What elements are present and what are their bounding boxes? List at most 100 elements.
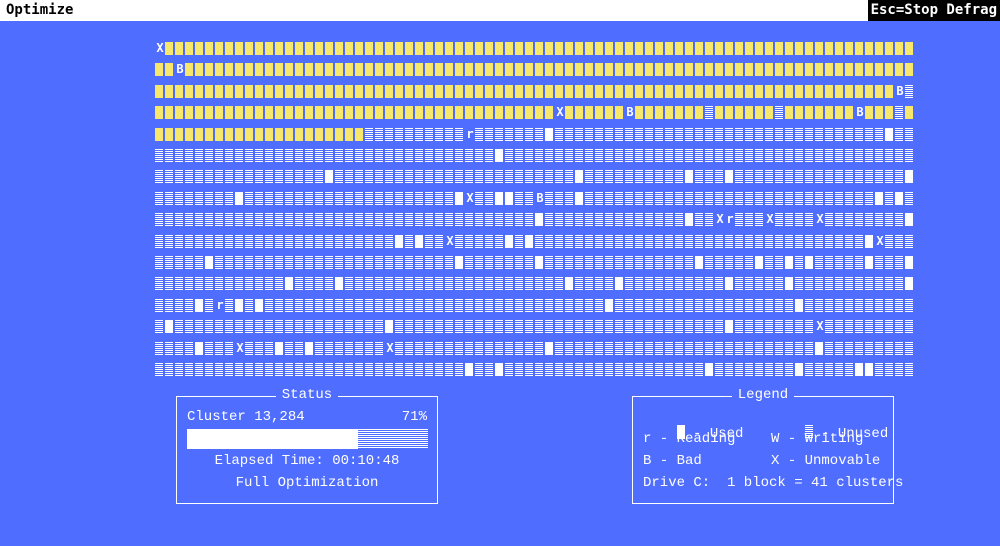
- cluster-marker: X: [555, 104, 565, 120]
- cluster-block-unused: [845, 363, 853, 376]
- cluster-block-optimized: [165, 128, 173, 141]
- cluster-block-unused: [805, 128, 813, 141]
- cluster-block-unused: [645, 128, 653, 141]
- cluster-block-unused: [655, 149, 663, 162]
- cluster-block-optimized: [215, 85, 223, 98]
- cluster-block-unused: [405, 277, 413, 290]
- cluster-block-unused: [845, 277, 853, 290]
- cluster-block-used: [905, 277, 913, 290]
- cluster-block-unused: [425, 299, 433, 312]
- cluster-block-unused: [595, 128, 603, 141]
- cluster-block-unused: [595, 170, 603, 183]
- cluster-block-unused: [185, 342, 193, 355]
- cluster-block-unused: [885, 256, 893, 269]
- cluster-block-unused: [795, 235, 803, 248]
- cluster-block-unused: [515, 213, 523, 226]
- cluster-block-unused: [315, 192, 323, 205]
- cluster-block-unused: [555, 213, 563, 226]
- cluster-block-unused: [575, 213, 583, 226]
- cluster-block-unused: [205, 299, 213, 312]
- cluster-block-unused: [865, 277, 873, 290]
- cluster-block-unused: [405, 192, 413, 205]
- cluster-block-optimized: [825, 106, 833, 119]
- cluster-block-unused: [405, 363, 413, 376]
- cluster-block-optimized: [155, 85, 163, 98]
- cluster-block-optimized: [865, 63, 873, 76]
- cluster-block-unused: [595, 277, 603, 290]
- cluster-block-unused: [825, 256, 833, 269]
- cluster-block-unused: [185, 277, 193, 290]
- cluster-block-used: [325, 170, 333, 183]
- cluster-block-unused: [505, 213, 513, 226]
- cluster-block-unused: [565, 192, 573, 205]
- legend-panel: Legend - Used - Unused r - Reading W - W…: [632, 387, 903, 504]
- cluster-block-optimized: [225, 106, 233, 119]
- mode-label: Full Optimization: [235, 475, 379, 491]
- cluster-block-optimized: [885, 42, 893, 55]
- cluster-block-unused: [715, 170, 723, 183]
- cluster-block-unused: [885, 192, 893, 205]
- cluster-block-unused: [475, 170, 483, 183]
- cluster-block-unused: [305, 256, 313, 269]
- cluster-block-optimized: [795, 63, 803, 76]
- cluster-block-optimized: [205, 63, 213, 76]
- cluster-block-unused: [265, 149, 273, 162]
- cluster-block-unused: [485, 149, 493, 162]
- cluster-block-unused: [515, 128, 523, 141]
- cluster-block-unused: [205, 320, 213, 333]
- cluster-block-optimized: [575, 63, 583, 76]
- cluster-block-unused: [405, 128, 413, 141]
- cluster-block-unused: [475, 192, 483, 205]
- cluster-block-unused: [155, 363, 163, 376]
- cluster-block-optimized: [905, 42, 913, 55]
- cluster-block-unused: [505, 277, 513, 290]
- cluster-block-unused: [625, 192, 633, 205]
- cluster-block-unused: [265, 192, 273, 205]
- cluster-block-unused: [315, 299, 323, 312]
- cluster-block-unused: [565, 128, 573, 141]
- cluster-block-unused: [855, 128, 863, 141]
- cluster-block-unused: [265, 235, 273, 248]
- cluster-block-unused: [195, 363, 203, 376]
- cluster-block-optimized: [325, 106, 333, 119]
- cluster-block-unused: [775, 363, 783, 376]
- cluster-block-unused: [265, 363, 273, 376]
- cluster-block-unused: [305, 277, 313, 290]
- cluster-block-optimized: [555, 85, 563, 98]
- cluster-block-unused: [645, 235, 653, 248]
- stop-defrag-hint[interactable]: Esc=Stop Defrag: [867, 0, 1000, 21]
- cluster-block-unused: [565, 299, 573, 312]
- cluster-block-optimized: [255, 85, 263, 98]
- cluster-block-optimized: [575, 42, 583, 55]
- cluster-block-optimized: [275, 63, 283, 76]
- cluster-block-optimized: [805, 106, 813, 119]
- cluster-block-unused: [435, 277, 443, 290]
- cluster-block-unused: [865, 320, 873, 333]
- cluster-marker: X: [815, 318, 825, 334]
- cluster-block-optimized: [225, 63, 233, 76]
- cluster-block-unused: [775, 213, 783, 226]
- cluster-block-unused: [355, 170, 363, 183]
- cluster-block-unused: [805, 170, 813, 183]
- cluster-block-unused: [395, 149, 403, 162]
- cluster-block-unused: [795, 320, 803, 333]
- cluster-block-unused: [485, 213, 493, 226]
- cluster-block-unused: [395, 192, 403, 205]
- cluster-block-unused: [415, 213, 423, 226]
- cluster-block-optimized: [355, 63, 363, 76]
- cluster-block-unused: [835, 192, 843, 205]
- cluster-block-unused: [675, 192, 683, 205]
- cluster-block-unused: [595, 192, 603, 205]
- cluster-block-unused: [205, 277, 213, 290]
- progress-bar: [187, 429, 428, 449]
- cluster-block-optimized: [425, 42, 433, 55]
- cluster-block-optimized: [615, 42, 623, 55]
- cluster-block-optimized: [305, 128, 313, 141]
- cluster-block-unused: [405, 170, 413, 183]
- cluster-block-optimized: [835, 85, 843, 98]
- cluster-block-unused: [335, 235, 343, 248]
- cluster-block-unused: [355, 149, 363, 162]
- cluster-block-optimized: [545, 42, 553, 55]
- cluster-block-unused: [435, 299, 443, 312]
- cluster-block-unused: [175, 277, 183, 290]
